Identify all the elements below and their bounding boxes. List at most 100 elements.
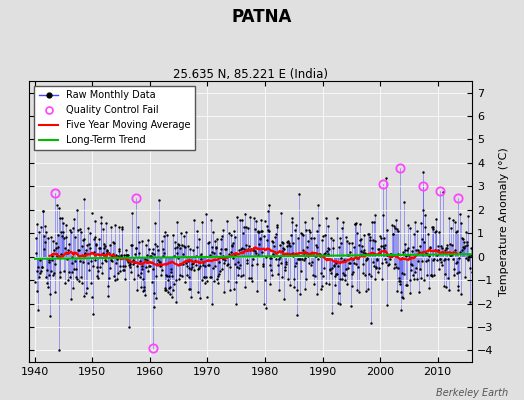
Point: [330, 263, 339, 269]
Point: [272, 230, 280, 237]
Point: [160, 250, 168, 256]
Point: [72, 274, 80, 280]
Point: [140, 287, 148, 294]
Point: [199, 262, 207, 268]
Point: [457, 246, 466, 253]
Point: [34, 264, 42, 271]
Point: [241, 283, 249, 290]
Point: [313, 244, 321, 250]
Point: [284, 237, 292, 244]
Point: [126, 264, 134, 270]
Point: [339, 270, 347, 276]
Point: [84, 260, 92, 266]
Point: [59, 229, 68, 235]
Point: [194, 266, 202, 273]
Point: [429, 224, 438, 230]
Point: [34, 306, 42, 313]
Point: [167, 268, 175, 275]
Point: [157, 238, 166, 244]
Point: [244, 246, 253, 252]
Point: [210, 250, 218, 256]
Point: [58, 214, 67, 221]
Point: [310, 252, 319, 259]
Point: [439, 256, 447, 263]
Point: [37, 268, 46, 274]
Point: [425, 244, 434, 250]
Point: [84, 225, 93, 231]
Point: [124, 324, 133, 330]
Point: [234, 272, 242, 278]
Point: [287, 232, 296, 238]
Point: [129, 258, 138, 265]
Point: [164, 277, 172, 284]
Point: [138, 266, 146, 272]
Point: [430, 256, 438, 262]
Point: [405, 251, 413, 258]
Point: [176, 272, 184, 278]
Point: [184, 242, 192, 249]
Point: [397, 289, 405, 295]
Point: [461, 274, 469, 280]
Point: [77, 274, 85, 280]
Point: [278, 248, 287, 254]
Point: [95, 245, 103, 251]
Point: [224, 278, 233, 284]
Point: [397, 307, 406, 314]
Point: [159, 253, 167, 260]
Point: [464, 257, 473, 264]
Point: [66, 226, 74, 233]
Point: [41, 222, 49, 229]
Point: [215, 259, 223, 265]
Point: [398, 270, 406, 276]
Point: [223, 218, 231, 224]
Point: [447, 224, 455, 231]
Point: [252, 218, 260, 224]
Point: [65, 268, 73, 275]
Point: [430, 271, 439, 278]
Point: [345, 248, 354, 255]
Point: [140, 284, 149, 290]
Point: [90, 217, 99, 224]
Point: [32, 287, 41, 294]
Point: [316, 270, 325, 276]
Point: [252, 250, 260, 256]
Point: [388, 222, 397, 228]
Point: [114, 253, 122, 259]
Point: [314, 202, 322, 208]
Point: [382, 259, 390, 265]
Point: [220, 288, 228, 295]
Point: [240, 245, 248, 252]
Point: [94, 275, 102, 281]
Point: [52, 252, 61, 259]
Point: [57, 229, 66, 236]
Point: [398, 294, 407, 300]
Point: [185, 265, 194, 271]
Point: [335, 290, 343, 296]
Point: [150, 290, 158, 296]
Point: [376, 248, 384, 255]
Point: [409, 271, 417, 278]
Point: [307, 235, 315, 241]
Point: [427, 272, 435, 278]
Point: [75, 226, 84, 232]
Point: [291, 263, 299, 269]
Point: [264, 207, 272, 214]
Point: [230, 228, 238, 235]
Point: [272, 224, 281, 230]
Point: [82, 247, 90, 253]
Point: [394, 228, 402, 234]
Point: [136, 258, 144, 264]
Point: [169, 253, 178, 259]
Point: [247, 246, 255, 252]
Point: [345, 260, 353, 266]
Point: [206, 216, 215, 223]
Point: [265, 262, 274, 268]
Point: [39, 233, 48, 240]
Point: [283, 276, 292, 282]
Point: [250, 215, 258, 221]
Point: [319, 273, 328, 280]
Point: [438, 262, 446, 268]
Point: [360, 247, 368, 253]
Point: [353, 287, 361, 293]
Point: [152, 243, 161, 250]
